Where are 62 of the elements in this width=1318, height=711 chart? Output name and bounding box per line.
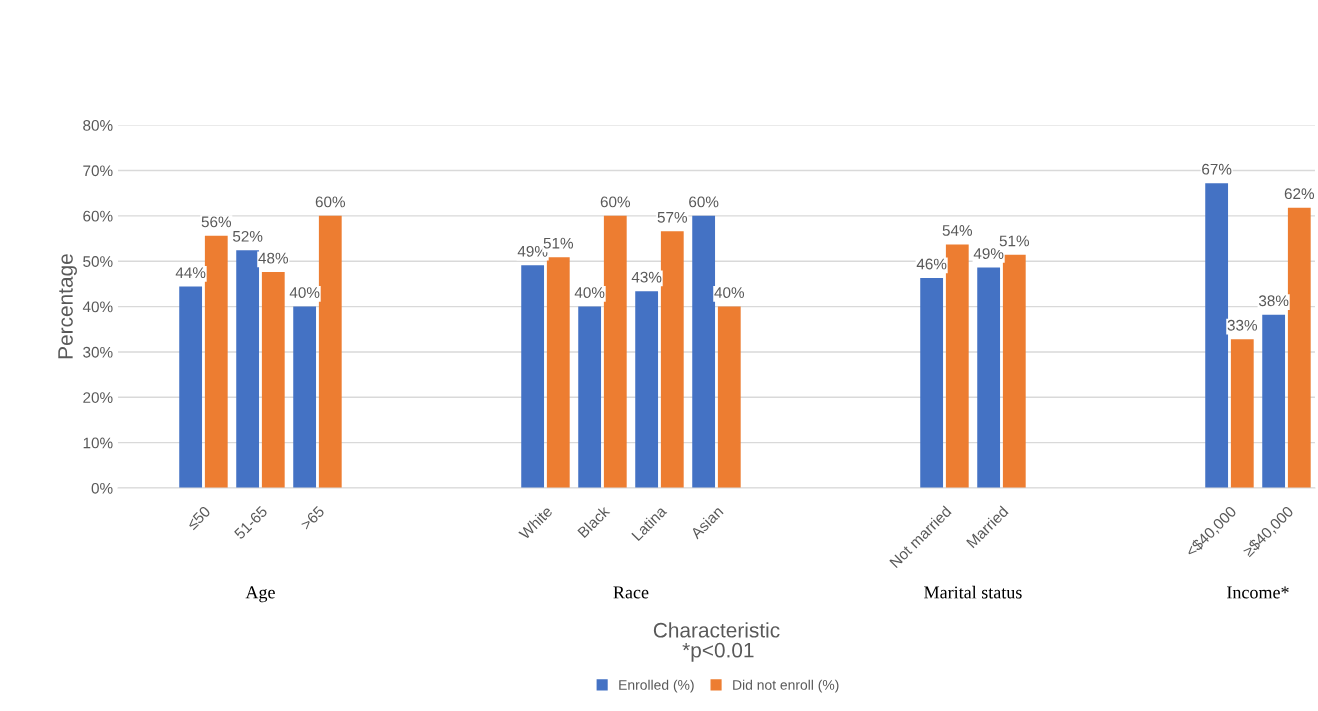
y-axis-title: Percentage (58, 254, 77, 359)
bar (1262, 314, 1286, 489)
text: Marital status (924, 585, 1022, 599)
data-label: 43% (631, 271, 662, 283)
bar (945, 244, 969, 489)
data-label: 67% (1202, 163, 1232, 175)
data-label: 60% (315, 196, 346, 208)
legend-label: Enrolled (%) (619, 679, 694, 693)
text: Age (245, 586, 275, 603)
data-label: 33% (1227, 319, 1258, 331)
y-tick-label: 20% (83, 392, 113, 403)
bar (717, 306, 741, 489)
bar (578, 306, 602, 489)
y-tick-label: 10% (83, 437, 113, 449)
legend-label: Did not enroll (%) (733, 679, 839, 693)
data-label: 40% (714, 287, 745, 299)
bar (692, 215, 716, 489)
bar (603, 215, 627, 489)
text: Income* (1227, 586, 1289, 599)
bar (1287, 207, 1311, 489)
bar (261, 272, 285, 489)
bar (318, 215, 342, 489)
bar (546, 257, 570, 489)
text: Race (613, 586, 649, 599)
bar (1230, 339, 1254, 489)
data-label: 60% (689, 196, 719, 208)
data-label: 56% (201, 216, 232, 228)
bar (1205, 183, 1229, 489)
bar (236, 250, 260, 489)
data-label: 49% (973, 248, 1004, 259)
bar (179, 286, 203, 489)
x-tick-label: ≤50 (186, 505, 211, 531)
bar (521, 265, 545, 489)
bar (204, 235, 228, 489)
x-axis-title: Characteristic (653, 622, 780, 638)
data-label: 48% (258, 252, 289, 264)
data-label: 40% (289, 287, 320, 299)
data-label: 60% (600, 196, 631, 208)
y-tick-label: 80% (83, 120, 113, 131)
bar (293, 306, 317, 489)
bar (1002, 254, 1026, 489)
y-tick-label: 70% (83, 165, 113, 177)
data-label: 62% (1284, 188, 1315, 200)
data-label: 52% (232, 230, 263, 242)
data-label: 38% (1258, 295, 1289, 307)
bar (977, 267, 1001, 489)
data-label: 40% (574, 287, 605, 299)
text: *p<0.01 (682, 642, 754, 662)
data-label: 51% (999, 235, 1030, 247)
data-label: 46% (916, 258, 947, 270)
y-tick-label: 60% (83, 210, 113, 222)
data-label: 44% (175, 267, 206, 278)
y-tick-label: 50% (83, 256, 113, 267)
bar (660, 231, 684, 489)
bar (635, 291, 659, 489)
x-tick-label: >65 (299, 505, 325, 531)
y-tick-label: 0% (91, 482, 113, 494)
y-tick-label: 40% (82, 301, 113, 313)
y-tick-label: 30% (83, 346, 113, 358)
data-label: 57% (657, 211, 688, 223)
data-label: 54% (942, 225, 973, 236)
bar (920, 278, 944, 489)
